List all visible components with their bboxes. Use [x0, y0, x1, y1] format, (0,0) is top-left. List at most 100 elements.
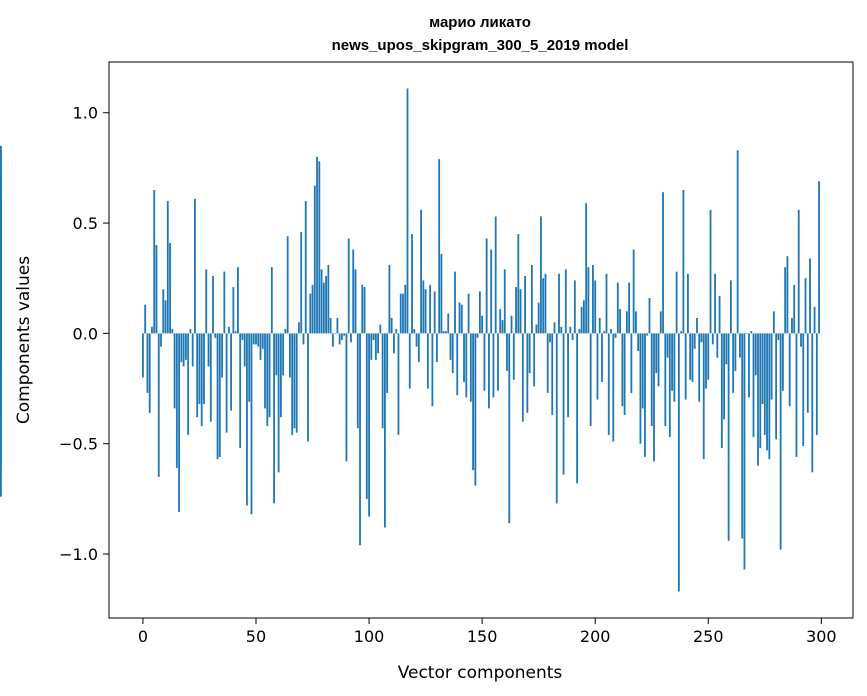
bar	[576, 333, 579, 484]
bar	[429, 284, 432, 334]
chart-title-line-1: марио ликато	[429, 14, 531, 31]
bar	[632, 249, 635, 334]
bar	[671, 333, 673, 391]
bar	[377, 333, 380, 354]
bar	[494, 216, 497, 334]
bar	[255, 333, 257, 345]
bar	[698, 333, 701, 402]
bar	[166, 201, 169, 334]
bar	[499, 309, 502, 334]
bar	[227, 326, 230, 334]
bar	[793, 284, 796, 334]
bar	[781, 333, 784, 391]
bar	[205, 269, 208, 334]
bar	[372, 333, 375, 340]
bar	[743, 333, 746, 570]
bar	[146, 333, 149, 393]
bar	[481, 315, 484, 334]
bar	[151, 326, 153, 334]
bar	[573, 280, 576, 334]
bar	[194, 198, 196, 334]
bar	[589, 333, 592, 427]
bar	[286, 236, 289, 334]
bar	[248, 333, 251, 402]
bar	[221, 333, 223, 378]
x-tick-label: 150	[467, 627, 498, 646]
bar	[530, 264, 533, 334]
bar	[209, 333, 212, 422]
bar	[537, 302, 540, 334]
bar	[216, 333, 219, 460]
bar	[0, 145, 2, 334]
bar	[759, 333, 762, 449]
bar	[800, 333, 802, 347]
bar	[171, 328, 174, 334]
bar	[415, 333, 418, 347]
bar	[657, 333, 660, 387]
bar	[148, 333, 151, 413]
bar	[818, 181, 820, 334]
y-axis-label: Components values	[14, 256, 34, 424]
bar	[508, 333, 511, 524]
bars-group	[0, 88, 820, 592]
bar	[411, 234, 413, 334]
bar	[621, 333, 624, 407]
bar	[786, 256, 789, 334]
bar	[300, 231, 303, 334]
bar	[605, 273, 608, 334]
bar	[528, 333, 531, 374]
bar	[797, 209, 800, 334]
bar	[397, 333, 400, 435]
bar	[705, 333, 707, 389]
x-tick-label: 100	[354, 627, 385, 646]
bar	[404, 284, 407, 334]
bar	[549, 333, 551, 343]
bar	[345, 333, 348, 462]
bar	[585, 203, 588, 334]
bar	[395, 328, 398, 334]
bar	[709, 209, 712, 334]
bar	[659, 311, 662, 334]
bar	[370, 333, 373, 360]
bar	[555, 333, 558, 504]
bar	[693, 333, 696, 349]
bar	[298, 322, 300, 334]
bar	[223, 271, 226, 334]
bar	[517, 234, 520, 334]
bar	[492, 333, 495, 398]
bar	[184, 333, 187, 360]
bar	[485, 238, 488, 334]
x-tick-label: 200	[580, 627, 611, 646]
bar	[313, 185, 316, 334]
bar	[422, 280, 425, 334]
bar	[601, 333, 603, 382]
bar	[483, 333, 486, 391]
bar	[275, 333, 278, 376]
bar	[350, 333, 352, 343]
bar	[772, 311, 775, 334]
bar	[474, 333, 477, 486]
bar	[368, 333, 370, 517]
bar	[442, 331, 445, 334]
bar	[655, 333, 658, 374]
bar	[614, 333, 617, 338]
y-tick-label: 1.0	[73, 104, 98, 123]
bar	[646, 333, 649, 336]
bar	[320, 269, 323, 334]
x-tick-label: 0	[138, 627, 148, 646]
y-tick-label: 0.0	[73, 324, 98, 343]
bar	[551, 333, 554, 416]
x-tick-label: 250	[693, 627, 724, 646]
bar	[720, 333, 723, 449]
bar	[352, 249, 355, 334]
bar	[230, 333, 233, 411]
bar	[157, 333, 160, 477]
bar	[374, 333, 377, 360]
bar	[664, 333, 667, 427]
bar	[612, 333, 615, 442]
bar	[603, 331, 606, 334]
bar	[544, 273, 547, 334]
bar	[569, 326, 572, 334]
bar	[802, 333, 805, 446]
bar	[393, 333, 395, 354]
